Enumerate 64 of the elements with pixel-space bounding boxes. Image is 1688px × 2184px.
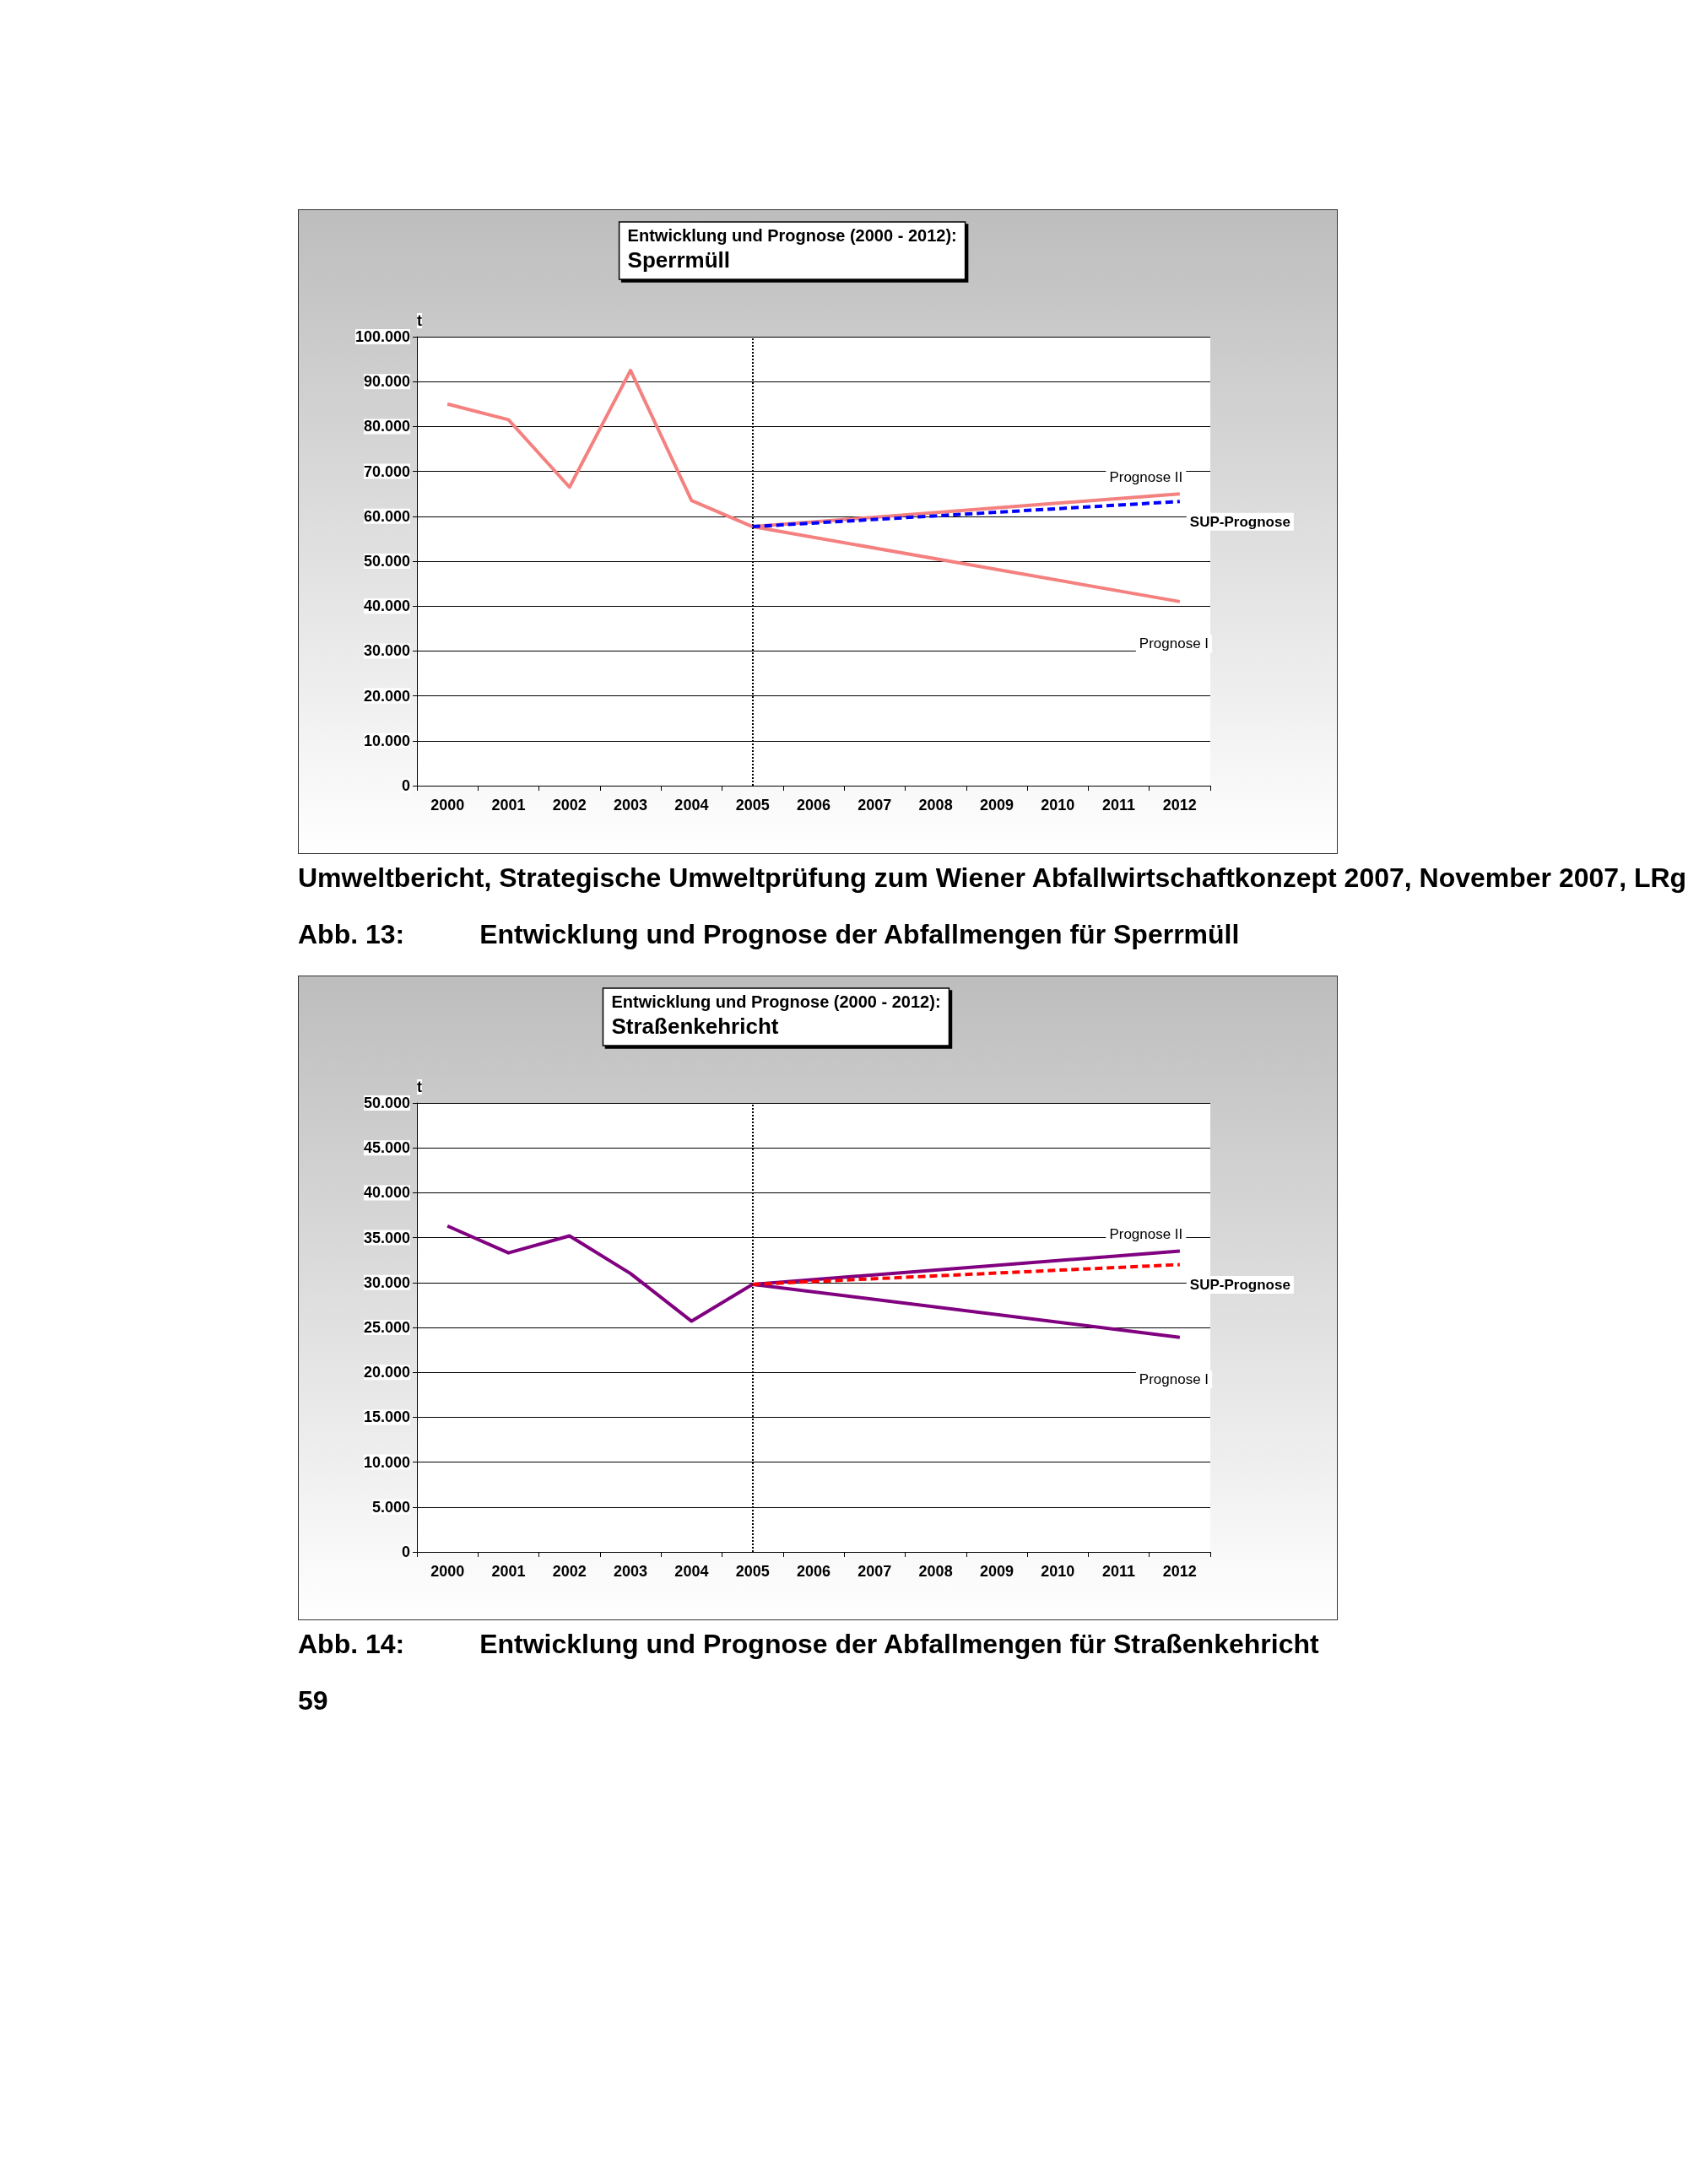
- chart-subtitle: Sperrmüll: [627, 247, 730, 273]
- x-tick-label: 2008: [918, 1563, 953, 1580]
- x-tick-label: 2006: [796, 797, 831, 814]
- text: Prognose I: [1139, 635, 1209, 652]
- y-axis-title: t: [417, 312, 422, 329]
- x-tick-label: 2004: [674, 797, 709, 814]
- x-tick-label: 2002: [552, 797, 587, 814]
- x-tick-label: 2009: [979, 797, 1014, 814]
- y-tick-label: 5.000: [371, 1498, 410, 1516]
- y-tick-label: 35.000: [363, 1229, 410, 1246]
- x-tick-label: 2005: [735, 797, 770, 814]
- y-tick-label: 0: [401, 777, 410, 794]
- text: Prognose I: [1139, 1371, 1209, 1388]
- x-tick-label: 2003: [614, 797, 648, 814]
- caption: Abb. 13: Entwicklung und Prognose der Abfallmengen für Sperrmüll: [298, 919, 1241, 950]
- x-tick-label: 2001: [491, 1563, 526, 1580]
- chart-title: Entwicklung und Prognose (2000 - 2012):: [627, 226, 957, 245]
- y-tick-label: 20.000: [363, 687, 410, 705]
- x-tick-label: 2011: [1102, 1563, 1136, 1580]
- x-tick-label: 2006: [796, 1563, 831, 1580]
- y-tick-label: 45.000: [363, 1139, 410, 1157]
- y-tick-label: 100.000: [354, 328, 410, 345]
- chart-title: Entwicklung und Prognose (2000 - 2012):: [611, 992, 941, 1011]
- x-tick-label: 2007: [858, 1563, 892, 1580]
- y-tick-label: 40.000: [363, 597, 410, 615]
- series-label: SUP-Prognose: [1189, 1277, 1290, 1294]
- x-tick-label: 2011: [1102, 797, 1136, 814]
- x-tick-label: 2007: [858, 797, 892, 814]
- y-tick-label: 0: [401, 1543, 410, 1560]
- y-tick-label: 60.000: [363, 507, 410, 525]
- y-tick-label: 15.000: [363, 1408, 410, 1426]
- x-tick-label: 2003: [614, 1563, 648, 1580]
- y-tick-label: 90.000: [363, 373, 410, 391]
- text: Umweltbericht, Strategische Umweltprüfung zum Wiener Abfallwirtschaftkonzept 2007, November 2007, LRg: [298, 862, 1687, 894]
- y-axis-title: t: [417, 1078, 422, 1095]
- annotation: Prognose II: [1109, 468, 1183, 485]
- x-tick-label: 2012: [1162, 797, 1197, 814]
- x-tick-label: 2000: [430, 1563, 465, 1580]
- text: 59: [298, 1685, 329, 1716]
- annotation: Prognose II: [1109, 1226, 1183, 1243]
- x-tick-label: 2010: [1041, 1563, 1075, 1580]
- y-tick-label: 30.000: [363, 642, 410, 660]
- x-tick-label: 2001: [491, 797, 526, 814]
- y-tick-label: 70.000: [363, 462, 410, 480]
- x-tick-label: 2012: [1162, 1563, 1197, 1580]
- y-tick-label: 50.000: [363, 1095, 410, 1111]
- y-tick-label: 80.000: [363, 418, 410, 435]
- y-tick-label: 30.000: [363, 1273, 410, 1291]
- y-tick-label: 50.000: [363, 553, 410, 570]
- x-tick-label: 2010: [1041, 797, 1075, 814]
- x-tick-label: 2008: [918, 797, 953, 814]
- y-tick-label: 40.000: [363, 1184, 410, 1202]
- y-tick-label: 20.000: [363, 1364, 410, 1381]
- x-tick-label: 2002: [552, 1563, 587, 1580]
- x-tick-label: 2000: [430, 797, 465, 814]
- chart-subtitle: Straßenkehricht: [611, 1014, 779, 1039]
- y-tick-label: 10.000: [363, 732, 410, 749]
- series-label: SUP-Prognose: [1189, 513, 1290, 530]
- x-tick-label: 2009: [979, 1563, 1014, 1580]
- caption: Abb. 14: Entwicklung und Prognose der Abfallmengen für Straßenkehricht: [298, 1629, 1320, 1660]
- y-tick-label: 25.000: [363, 1319, 410, 1336]
- x-tick-label: 2005: [735, 1563, 770, 1580]
- x-tick-label: 2004: [674, 1563, 709, 1580]
- y-tick-label: 10.000: [363, 1453, 410, 1471]
